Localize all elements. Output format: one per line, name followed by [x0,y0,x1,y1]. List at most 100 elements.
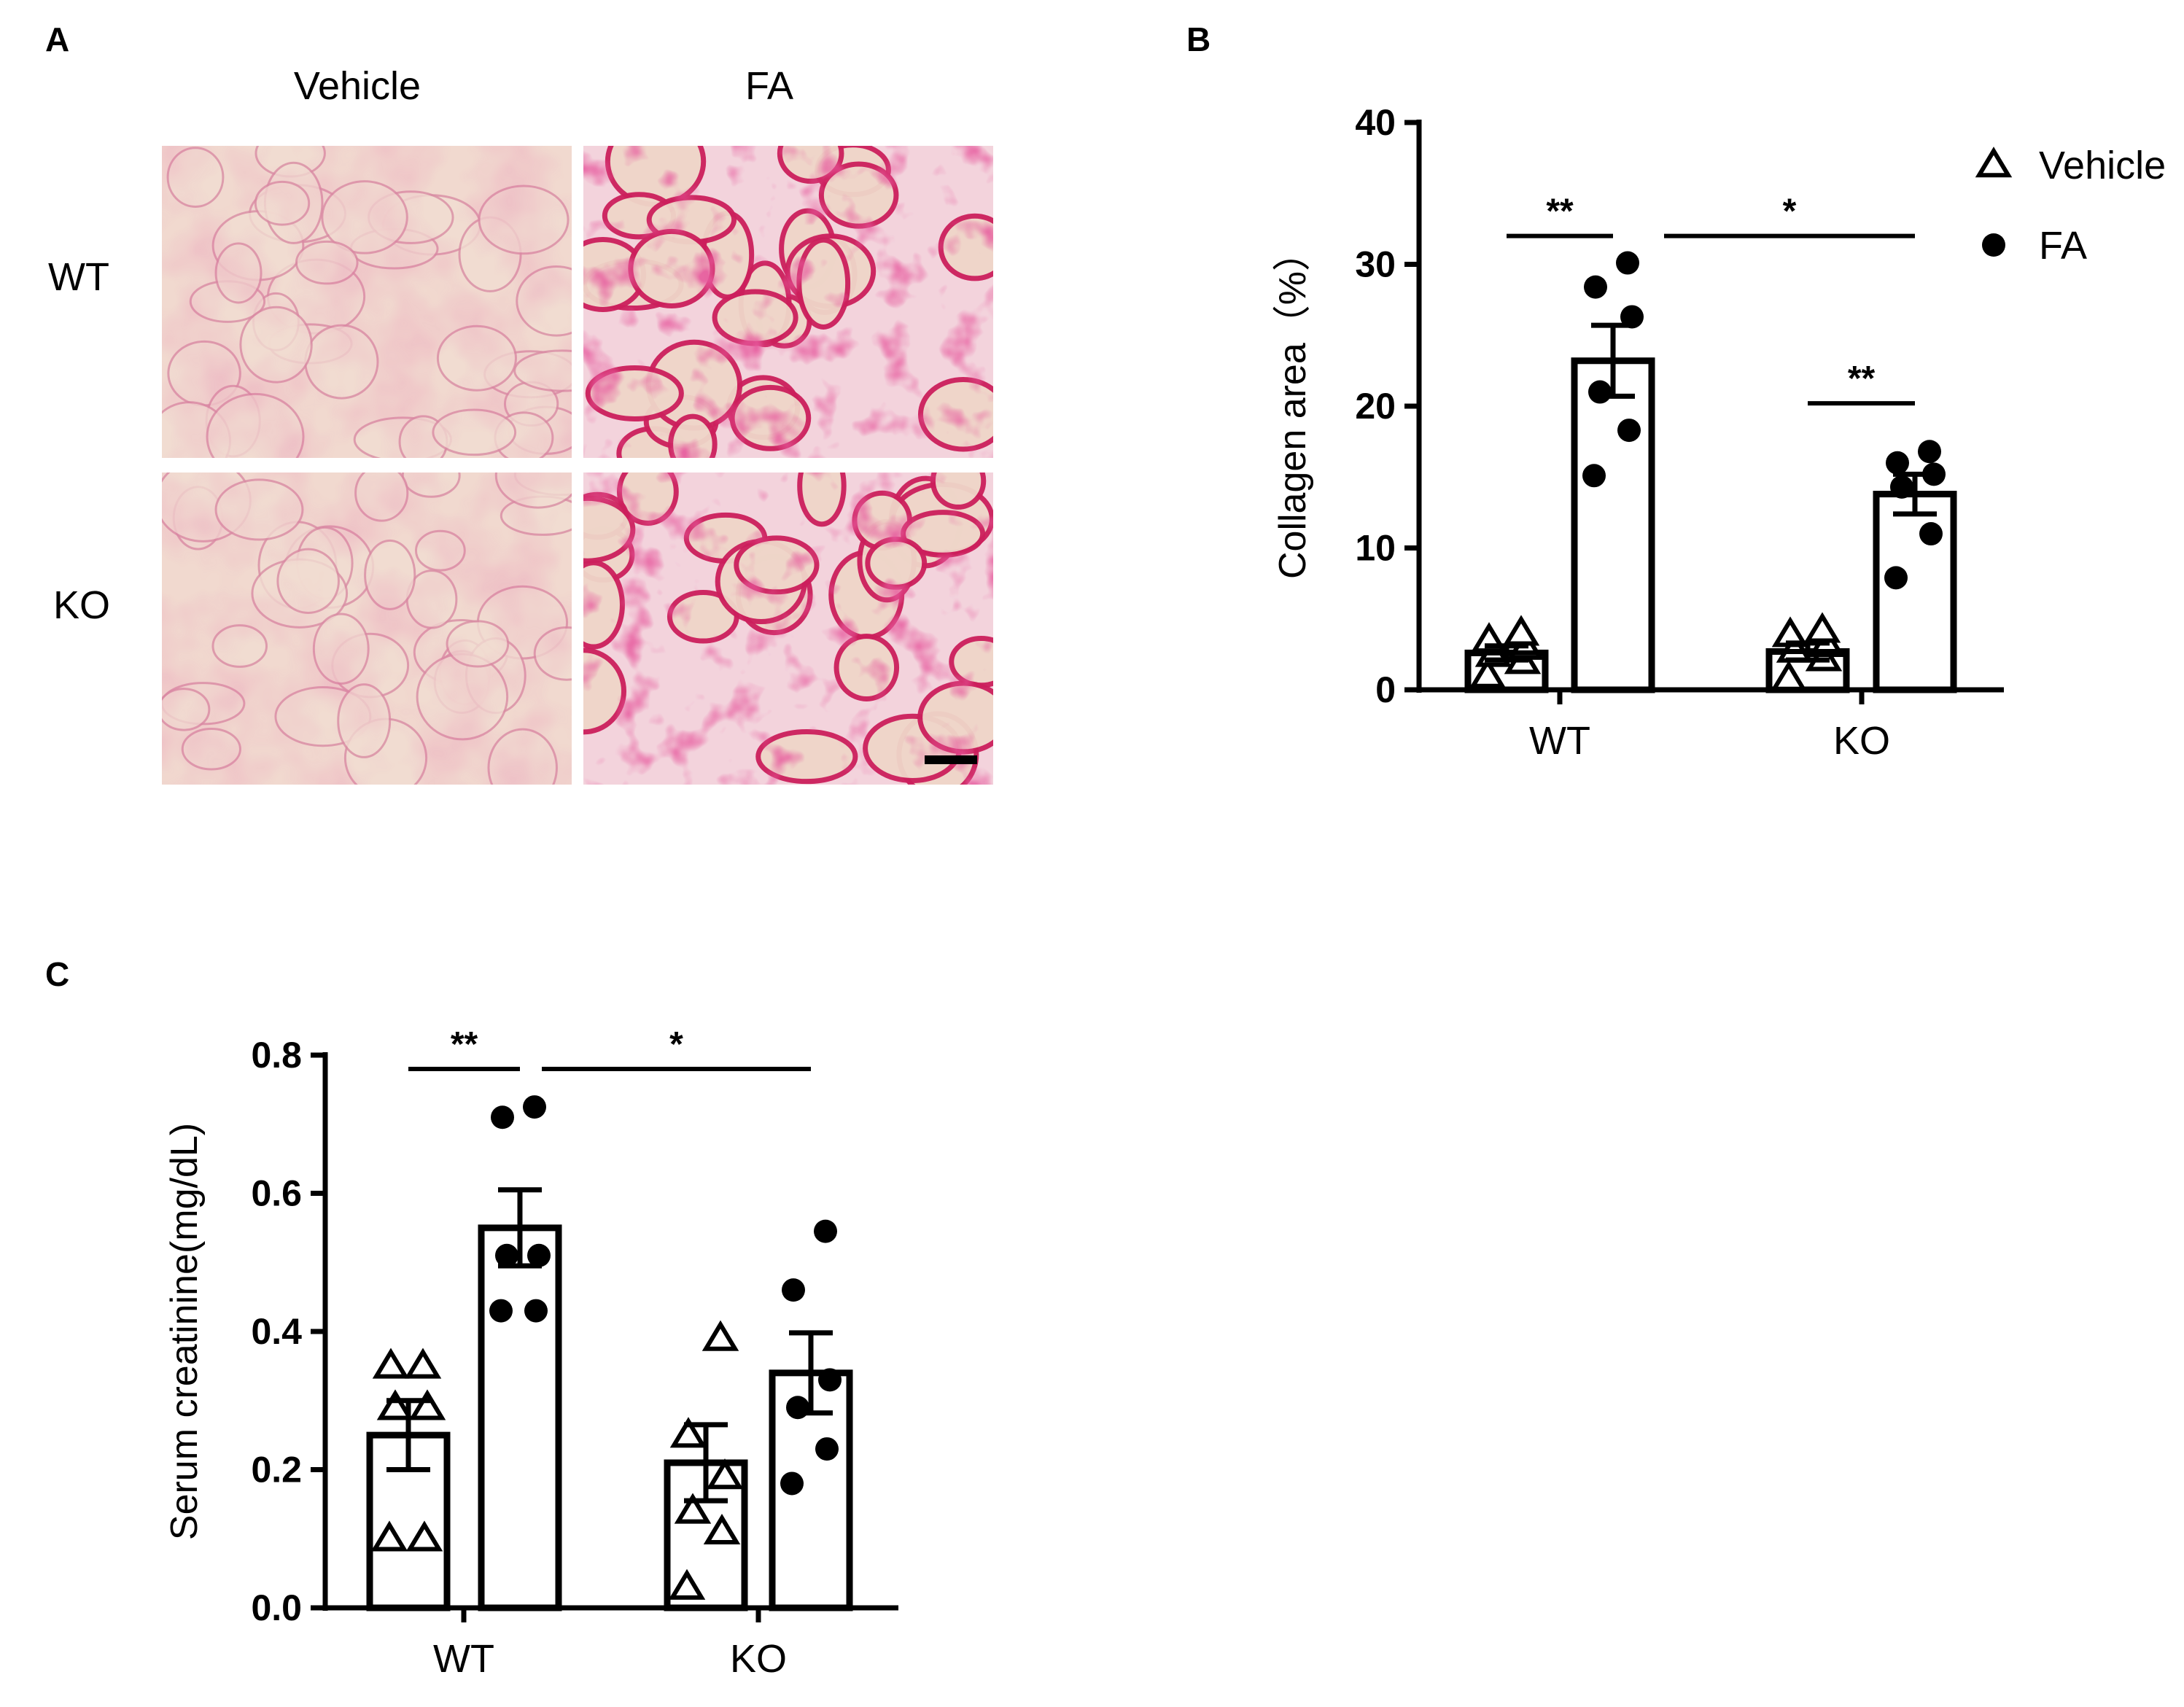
error-bar [780,1330,842,1416]
row-label-ko: KO [53,583,110,627]
data-point-triangle [702,1320,739,1351]
y-tick-label: 40 [1355,102,1396,143]
significance-bracket: * [542,1025,811,1071]
error-bar [1582,322,1644,399]
error-bar [675,1422,737,1504]
histology-grid [162,146,993,785]
data-point-triangle [372,1348,410,1379]
scale-bar [925,755,977,764]
significance-label: * [1783,193,1797,231]
data-point-circle [815,1437,839,1461]
data-point-triangle [703,1513,741,1545]
data-point-circle [491,1105,514,1129]
bar-wt-fa [1571,357,1655,693]
data-point-triangle [405,1520,443,1552]
y-tick-label: 0.8 [251,1035,302,1076]
data-point-triangle [376,1389,414,1420]
bar-ko-fa [1873,491,1957,693]
significance-bracket: * [1664,193,1915,238]
micrograph-ko-fa [583,473,993,785]
significance-label: ** [451,1025,478,1064]
row-label-wt: WT [48,255,109,299]
data-point-triangle [404,1348,442,1379]
collagen-stain [583,473,993,785]
data-point-triangle [669,1417,707,1448]
data-point-circle [1884,566,1908,590]
error-bar [1476,643,1537,663]
column-label-fa: FA [745,64,793,108]
data-point-circle [780,1471,804,1496]
data-point-triangle [1502,615,1540,646]
panel-c-letter: C [45,955,69,993]
micrograph-wt-vehicle [162,146,572,458]
error-bar [1777,640,1838,663]
data-point-triangle [370,1520,408,1552]
data-point-circle [1919,522,1943,546]
y-axis-title: Serum creatinine(mg/dL) [163,1123,206,1540]
micrograph-ko-vehicle [162,473,572,785]
x-tick-label-wt: WT [1529,719,1590,763]
data-point-circle [1616,251,1639,275]
significance-label: ** [1546,193,1574,231]
data-point-circle [786,1396,809,1420]
x-tick-label-ko: KO [730,1637,787,1681]
significance-label: ** [1848,359,1876,398]
data-point-triangle [706,1458,744,1490]
bar-wt-fa [478,1224,562,1611]
data-point-triangle [1469,657,1507,688]
significance-bracket: ** [1507,193,1613,238]
legend-label-fa: FA [2039,224,2087,268]
data-point-circle [1886,451,1909,475]
data-point-circle [489,1299,513,1323]
data-point-circle [523,1095,546,1119]
significance-bracket: ** [1808,359,1915,406]
legend: Vehicle FA [1975,144,2166,268]
y-tick-label: 30 [1355,244,1396,285]
micrograph-wt-fa [583,146,993,458]
significance-bracket: ** [408,1025,520,1071]
data-point-circle [1982,233,2005,257]
y-tick-label: 0.4 [251,1311,302,1352]
data-point-circle [524,1299,548,1323]
y-tick-label: 0.0 [251,1587,302,1628]
error-bar [378,1398,439,1472]
panel-b-letter: B [1186,20,1210,58]
data-point-triangle [674,1493,712,1524]
significance-label: * [669,1025,683,1064]
data-point-triangle [668,1568,706,1600]
y-tick-label: 0.6 [251,1173,302,1214]
panel-a: A Vehicle FA WT KO [45,20,993,785]
x-tick-label-ko: KO [1833,719,1890,763]
data-point-triangle [1803,612,1841,643]
data-point-triangle [408,1389,446,1420]
data-point-circle [782,1278,805,1302]
legend-label-vehicle: Vehicle [2039,144,2166,187]
data-point-circle [1918,440,1941,464]
tissue-texture [162,146,572,458]
data-point-circle [1617,419,1641,443]
data-point-circle [527,1243,551,1267]
data-point-circle [1582,464,1606,488]
data-point-circle [1588,380,1612,404]
error-bar [1884,471,1946,517]
data-point-circle [814,1219,837,1243]
y-tick-label: 0 [1375,669,1396,710]
panel-a-letter: A [45,20,69,58]
y-tick-label: 10 [1355,528,1396,569]
data-point-triangle [1975,147,2013,178]
error-bar [489,1187,551,1269]
serum-creatinine-chart: 0.0 0.2 0.4 0.6 0.8 WT KO Serum creatinine(mg/d… [163,1025,898,1681]
data-point-circle [495,1243,518,1267]
data-point-circle [1620,305,1644,329]
y-axis-title: Collagen area（%） [1272,233,1314,579]
x-tick-label-wt: WT [433,1637,494,1681]
column-label-vehicle: Vehicle [294,64,421,108]
collagen-stain [583,146,993,458]
y-tick-label: 0.2 [251,1450,302,1490]
data-point-circle [1584,275,1607,299]
tissue-texture [162,473,572,785]
panel-c: C 0.0 0.2 0.4 0.6 0.8 WT KO Serum creatinine(mg… [45,955,898,1681]
